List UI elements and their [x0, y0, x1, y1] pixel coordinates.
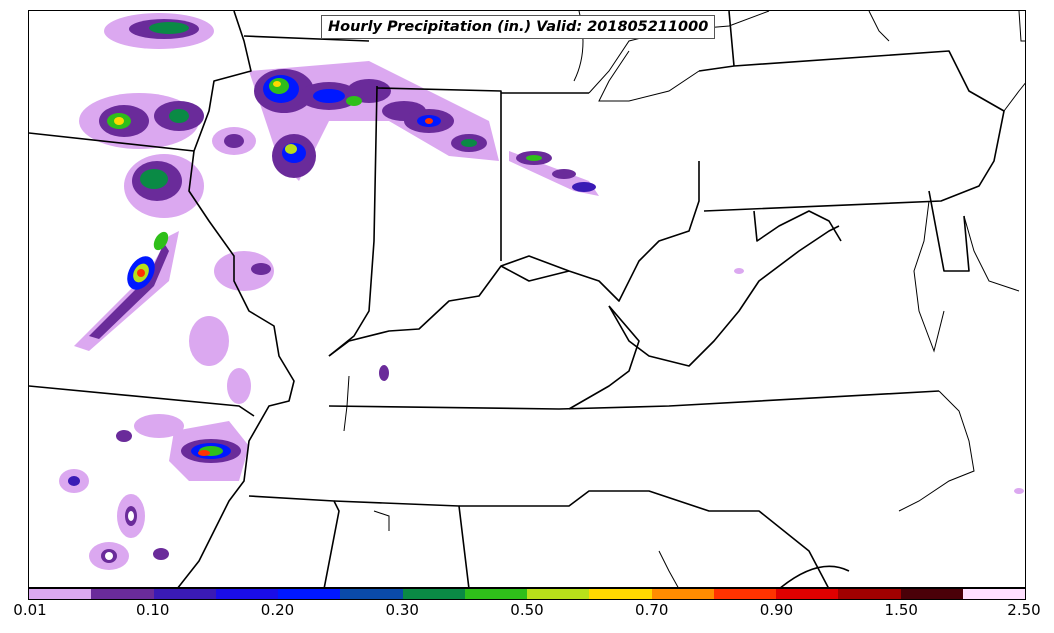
colorbar-tick-label: 0.50 [510, 601, 544, 619]
colorbar-swatch [153, 589, 216, 599]
colorbar-tick-label: 0.20 [260, 601, 295, 619]
colorbar-tick-label: 2.50 [1007, 601, 1041, 619]
colorbar-tick-label: 1.50 [884, 601, 918, 619]
precipitation-map [28, 10, 1026, 588]
map-title: Hourly Precipitation (in.) Valid: 201805… [321, 15, 716, 39]
colorbar-swatch [91, 589, 154, 599]
colorbar-tick-label: 0.90 [759, 601, 794, 619]
colorbar-swatch [340, 589, 403, 599]
colorbar-tick-label: 0.30 [385, 601, 419, 619]
colorbar-tick-labels: 0.01 0.10 0.20 0.30 0.50 0.70 0.90 1.50 2.50 [0, 601, 1054, 625]
colorbar-swatch [962, 589, 1025, 599]
colorbar-swatch [29, 589, 92, 599]
colorbar-swatch [215, 589, 278, 599]
colorbar-swatch [776, 589, 839, 599]
colorbar-tick-label: 0.01 [13, 601, 47, 619]
colorbar-swatch [402, 589, 465, 599]
colorbar-swatch [589, 589, 652, 599]
state-boundaries [29, 11, 1005, 587]
colorbar-swatch [651, 589, 714, 599]
colorbar-tick-label: 0.70 [635, 601, 669, 619]
colorbar-swatch [900, 589, 963, 599]
coastlines [343, 11, 1025, 587]
colorbar-swatch [464, 589, 527, 599]
precipitation-areas [59, 13, 1024, 570]
colorbar-tick-label: 0.10 [136, 601, 170, 619]
map-canvas [29, 11, 1025, 587]
colorbar-swatch [713, 589, 776, 599]
colorbar [28, 588, 1026, 600]
colorbar-swatch [527, 589, 590, 599]
colorbar-swatch [838, 589, 901, 599]
colorbar-swatch [278, 589, 341, 599]
